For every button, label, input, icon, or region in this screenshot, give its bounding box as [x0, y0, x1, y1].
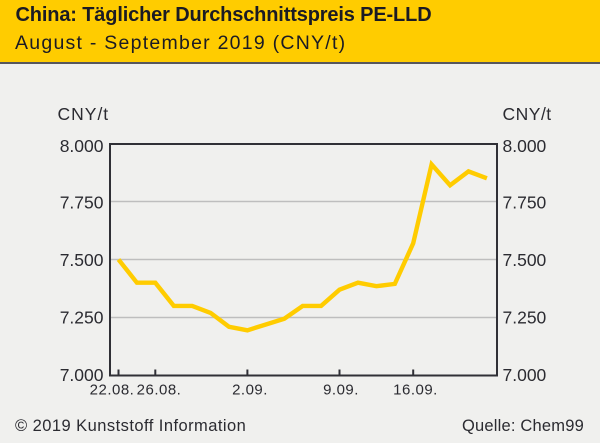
svg-text:7.500: 7.500 [60, 250, 104, 270]
svg-text:22.08.: 22.08. [90, 382, 135, 399]
svg-text:2.09.: 2.09. [232, 382, 268, 399]
svg-text:7.250: 7.250 [60, 308, 104, 328]
svg-text:26.08.: 26.08. [137, 382, 182, 399]
svg-text:7.000: 7.000 [60, 365, 104, 385]
svg-text:8.000: 8.000 [503, 136, 547, 156]
svg-text:7.250: 7.250 [503, 308, 547, 328]
svg-text:9.09.: 9.09. [323, 382, 359, 399]
svg-text:7.000: 7.000 [503, 365, 547, 385]
svg-text:16.09.: 16.09. [393, 382, 438, 399]
svg-text:8.000: 8.000 [60, 136, 104, 156]
svg-text:7.750: 7.750 [503, 193, 547, 213]
svg-text:7.500: 7.500 [503, 250, 547, 270]
svg-text:CNY/t: CNY/t [58, 104, 110, 124]
svg-text:CNY/t: CNY/t [503, 104, 552, 124]
svg-text:7.750: 7.750 [60, 193, 104, 213]
